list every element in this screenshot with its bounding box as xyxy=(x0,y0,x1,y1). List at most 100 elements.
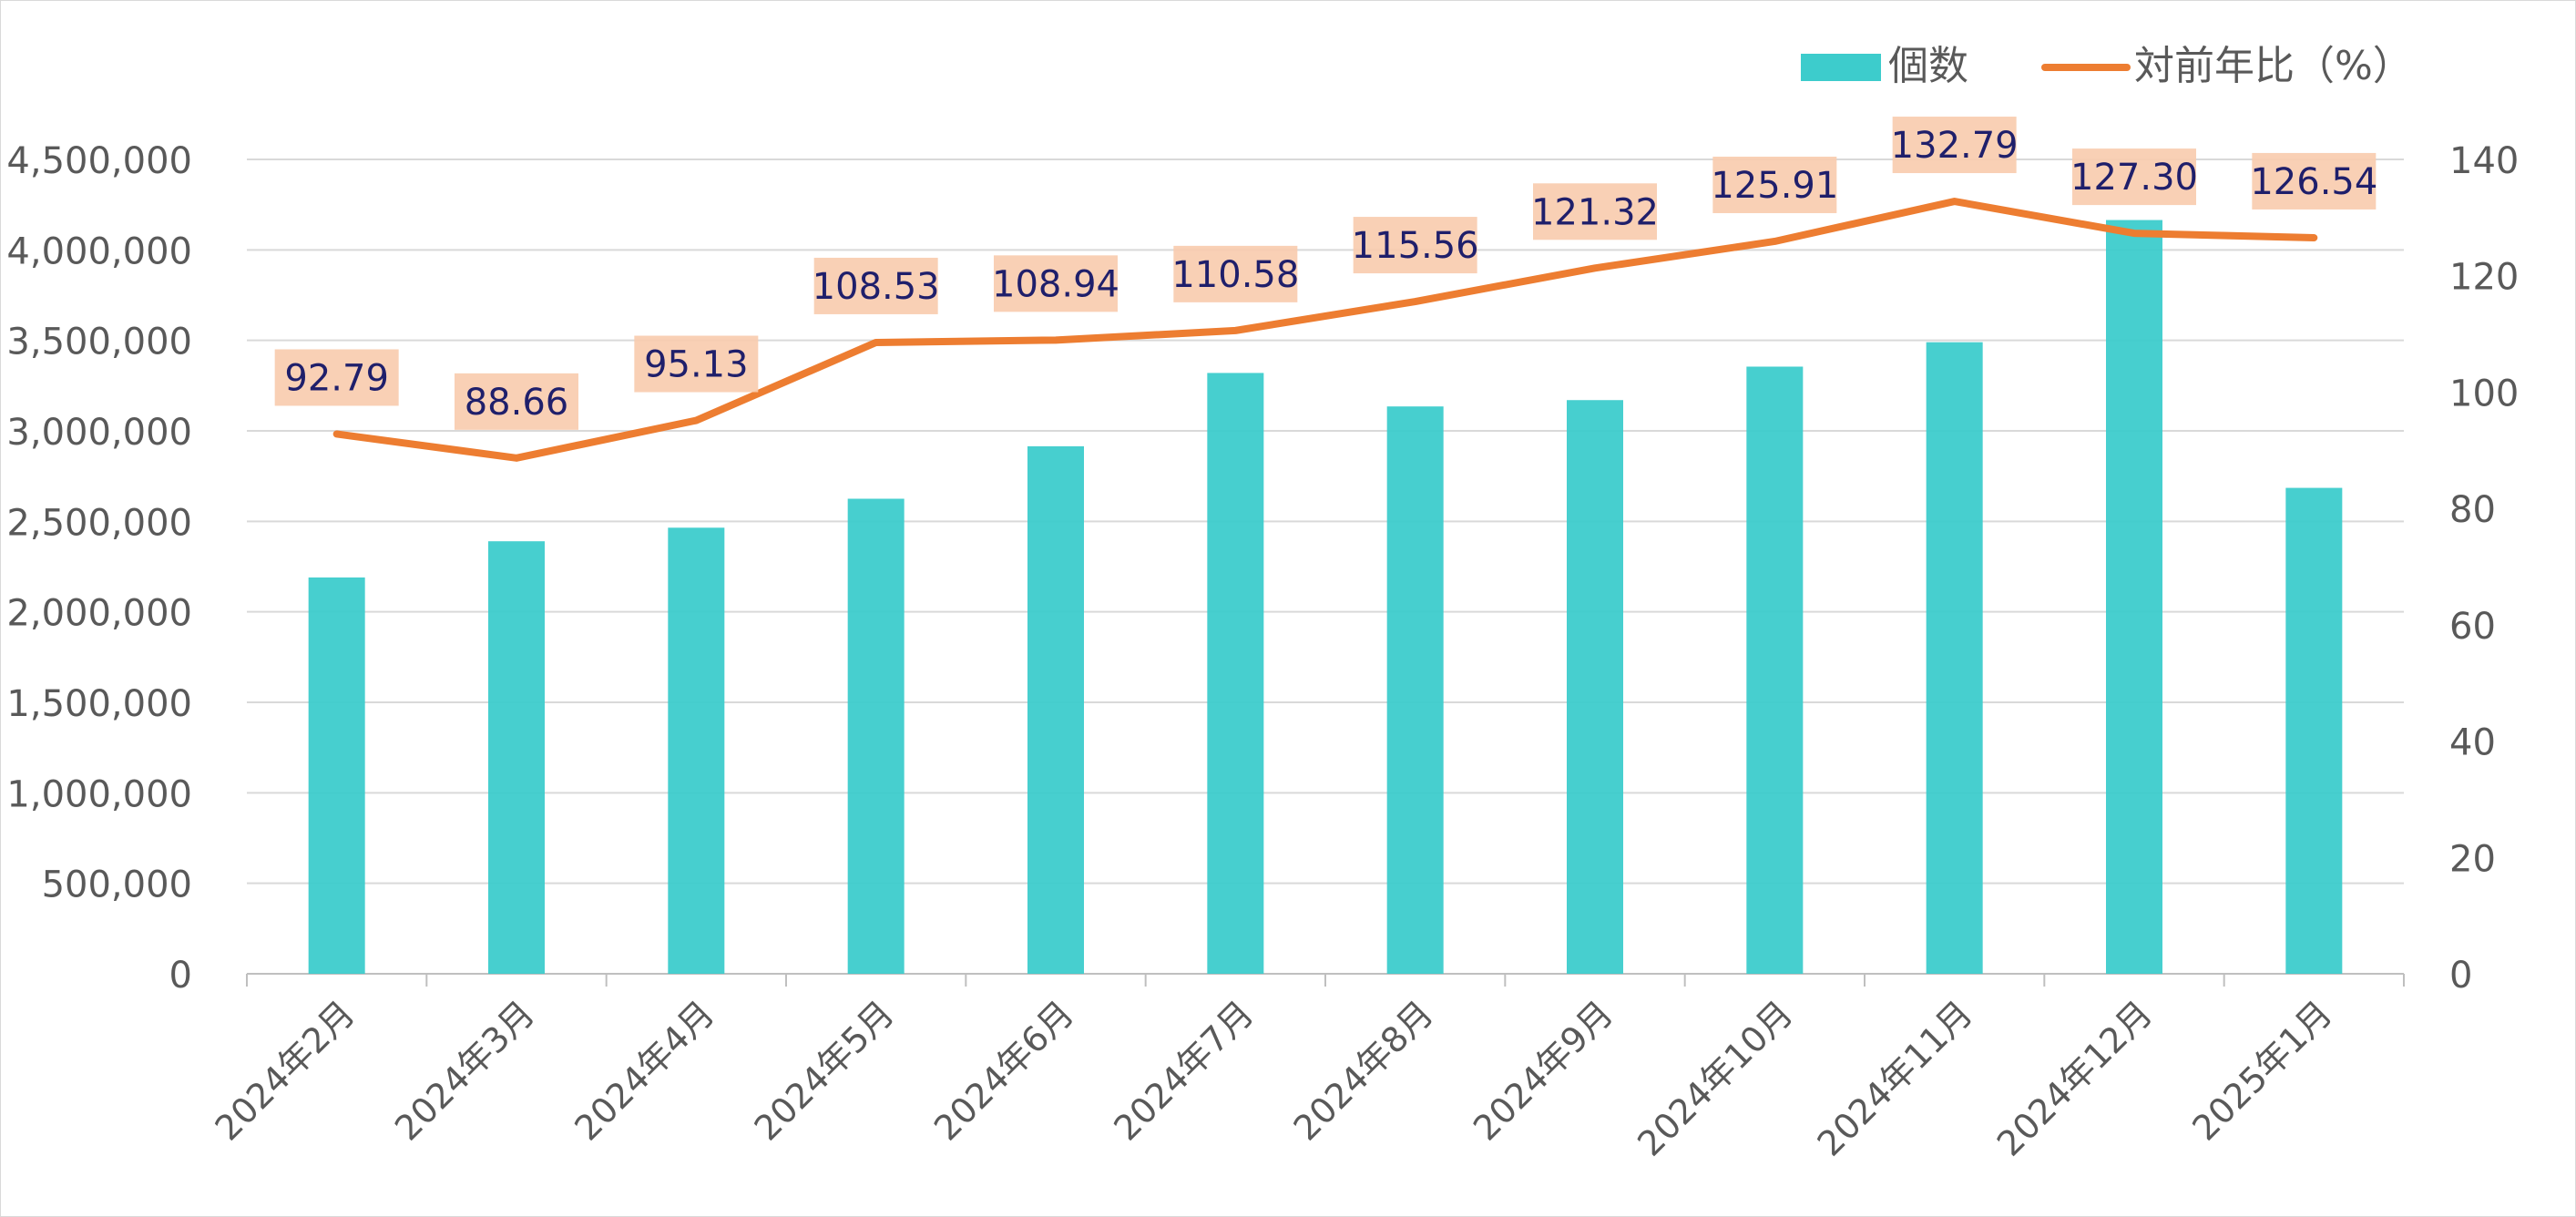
x-tick-label: 2024年2月 xyxy=(208,993,363,1148)
y-right-tick-label: 100 xyxy=(2449,373,2519,414)
x-tick-label: 2024年4月 xyxy=(567,993,721,1148)
data-label-box xyxy=(1712,156,1837,213)
y-left-tick-label: 500,000 xyxy=(42,864,192,906)
line-point xyxy=(516,457,517,459)
data-label: 92.79 xyxy=(274,349,399,406)
y-right-tick-label: 80 xyxy=(2449,489,2496,531)
y-left-tick-label: 2,500,000 xyxy=(6,502,192,544)
x-tick-label: 2024年3月 xyxy=(387,993,542,1148)
line-point xyxy=(695,420,697,422)
data-label-text: 108.94 xyxy=(992,263,1119,305)
data-label-box xyxy=(274,349,399,406)
line-series xyxy=(332,198,2318,462)
data-label-box xyxy=(1173,245,1298,302)
y-right-tick-label: 60 xyxy=(2449,606,2496,648)
x-tick-label: 2024年11月 xyxy=(1810,993,1980,1163)
data-label-text: 108.53 xyxy=(813,266,940,308)
bar xyxy=(2285,487,2343,974)
x-tick-label: 2024年6月 xyxy=(926,993,1081,1148)
y-right-tick-label: 20 xyxy=(2449,838,2496,880)
data-label-text: 92.79 xyxy=(284,357,389,399)
bar xyxy=(1567,400,1623,974)
x-tick-label: 2024年7月 xyxy=(1106,993,1261,1148)
line-point xyxy=(1234,330,1236,332)
line-point xyxy=(1055,339,1057,341)
data-labels: 92.79 88.66 95.13 108.53 108.94 110.58 115.56 1… xyxy=(274,117,2377,430)
y-left-tick-label: 4,000,000 xyxy=(6,230,192,272)
data-label-text: 88.66 xyxy=(465,382,569,424)
x-tick-label: 2025年1月 xyxy=(2184,993,2339,1148)
y-left-tick-label: 3,500,000 xyxy=(6,322,192,363)
y-right-tick-label: 140 xyxy=(2449,140,2519,182)
line-point xyxy=(1774,240,1775,242)
y-left-tick-label: 3,000,000 xyxy=(6,412,192,454)
bar xyxy=(308,577,365,974)
line-point xyxy=(875,342,877,343)
data-label-box xyxy=(1892,117,2017,174)
x-tick-label: 2024年9月 xyxy=(1466,993,1620,1148)
x-tick-label: 2024年12月 xyxy=(1989,993,2160,1163)
legend-swatch-bar xyxy=(1801,54,1881,81)
bar xyxy=(668,527,725,974)
bar xyxy=(847,498,905,974)
data-label-box xyxy=(2072,148,2196,206)
data-label-text: 115.56 xyxy=(1352,225,1479,267)
bar-series xyxy=(308,220,2343,975)
data-label: 127.30 xyxy=(2070,148,2198,206)
line-point xyxy=(1954,200,1956,202)
line-point xyxy=(1594,267,1596,269)
legend-label: 個数 xyxy=(1888,43,1968,89)
data-label: 132.79 xyxy=(1891,117,2019,174)
ratio-line xyxy=(332,198,2318,462)
y-left-tick-label: 0 xyxy=(169,955,192,997)
legend: 個数 対前年比（%） xyxy=(1801,43,2413,89)
gridlines xyxy=(247,159,2404,885)
bar xyxy=(1386,406,1444,974)
data-label-text: 132.79 xyxy=(1891,125,2019,167)
data-label: 95.13 xyxy=(634,335,759,393)
y-right-tick-label: 40 xyxy=(2449,722,2496,764)
data-label-text: 110.58 xyxy=(1171,254,1299,296)
bar xyxy=(488,541,545,974)
y-right-tick-label: 0 xyxy=(2449,955,2472,997)
data-label-box xyxy=(1353,217,1477,274)
data-label-box xyxy=(994,255,1118,312)
data-label-box xyxy=(634,335,759,393)
bar xyxy=(1027,445,1084,974)
bar xyxy=(1207,373,1264,975)
x-tick-label: 2024年10月 xyxy=(1630,993,1800,1163)
bar xyxy=(1926,342,1983,974)
data-label-box xyxy=(1533,183,1657,240)
y-left-tick-label: 1,500,000 xyxy=(6,683,192,725)
data-label: 108.53 xyxy=(813,257,940,314)
data-label-box xyxy=(813,257,938,314)
line-point xyxy=(336,433,338,435)
data-label: 108.94 xyxy=(992,255,1119,312)
data-label: 126.54 xyxy=(2250,152,2377,210)
y-left-tick-label: 2,000,000 xyxy=(6,593,192,635)
data-label: 115.56 xyxy=(1352,217,1479,274)
line-point xyxy=(2313,237,2315,239)
legend-label: 対前年比（%） xyxy=(2134,43,2413,89)
y-left-tick-label: 4,500,000 xyxy=(6,140,192,182)
bar xyxy=(1746,366,1804,974)
data-label-text: 127.30 xyxy=(2070,157,2198,199)
data-label: 110.58 xyxy=(1171,245,1299,302)
data-label: 125.91 xyxy=(1711,156,1838,213)
x-tick-label: 2024年8月 xyxy=(1286,993,1441,1148)
data-label-box xyxy=(2252,152,2377,210)
data-label: 88.66 xyxy=(455,373,578,430)
x-tick-label: 2024年5月 xyxy=(747,993,902,1148)
y-left-tick-label: 1,000,000 xyxy=(6,773,192,815)
bar xyxy=(2106,220,2162,974)
data-label-box xyxy=(455,373,578,430)
y-right-tick-label: 120 xyxy=(2449,257,2519,299)
data-label: 121.32 xyxy=(1531,183,1659,240)
line-point xyxy=(2133,232,2135,234)
data-label-text: 95.13 xyxy=(644,344,749,386)
data-label-text: 121.32 xyxy=(1531,191,1659,233)
data-label-text: 126.54 xyxy=(2250,161,2377,203)
data-label-text: 125.91 xyxy=(1711,165,1838,207)
